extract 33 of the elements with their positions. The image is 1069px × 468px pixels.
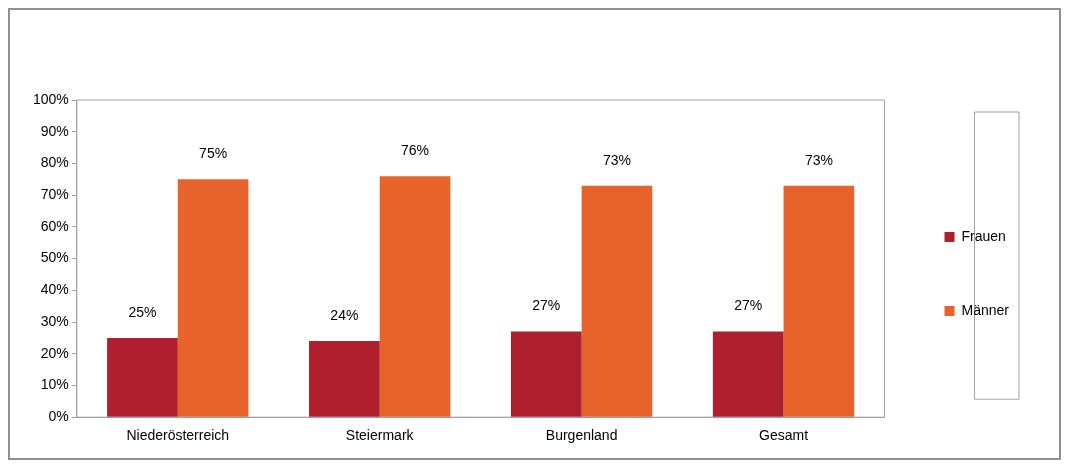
- data-label: 75%: [199, 145, 228, 162]
- y-tick-label: 80%: [40, 154, 69, 171]
- legend-label: Männer: [961, 301, 1010, 318]
- y-tick-label: 100%: [32, 90, 69, 107]
- y-tick-label: 40%: [40, 281, 69, 298]
- x-tick-label: Burgenland: [545, 427, 618, 444]
- data-label: 27%: [532, 297, 561, 314]
- bar: [712, 331, 784, 417]
- bar: [309, 341, 380, 417]
- data-label: 73%: [602, 151, 631, 168]
- bar: [379, 176, 451, 417]
- x-tick-label: Steiermark: [345, 427, 415, 444]
- bar: [177, 179, 249, 417]
- y-tick-label: 60%: [40, 217, 69, 234]
- x-tick-label: Niederösterreich: [126, 427, 230, 444]
- x-tick-label: Gesamt: [759, 427, 809, 444]
- y-tick-label: 10%: [40, 376, 69, 393]
- y-tick-label: 50%: [40, 249, 69, 266]
- data-label: 24%: [330, 306, 359, 323]
- data-label: 27%: [734, 297, 763, 314]
- legend-label: Frauen: [961, 227, 1006, 244]
- y-tick-label: 30%: [40, 312, 69, 329]
- y-tick-label: 20%: [40, 344, 69, 361]
- bar: [783, 185, 855, 417]
- y-tick-label: 90%: [40, 122, 69, 139]
- data-label: 73%: [804, 151, 833, 168]
- y-tick-label: 0%: [48, 408, 69, 425]
- bar: [510, 331, 582, 417]
- bar: [581, 185, 653, 417]
- y-tick-label: 70%: [40, 186, 69, 203]
- data-label: 25%: [128, 303, 157, 320]
- bar: [107, 337, 178, 417]
- data-label: 76%: [401, 141, 430, 158]
